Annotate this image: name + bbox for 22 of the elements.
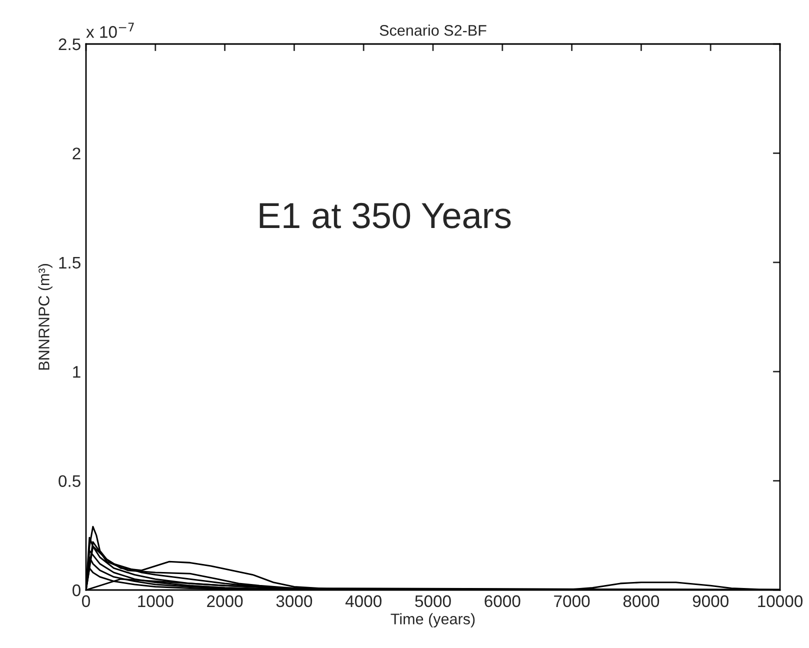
y-tick-label: 2 xyxy=(72,148,80,160)
x-axis-title: Time (years) xyxy=(390,613,475,628)
chart-title: Scenario S2-BF xyxy=(380,24,486,36)
annotation: E1 at 350 Years xyxy=(260,202,511,228)
x-tick-label: 8000 xyxy=(623,595,660,608)
x-tick-label: 3000 xyxy=(276,595,312,608)
x-tick-label: 6000 xyxy=(484,595,520,608)
y-tick-label: 1.5 xyxy=(59,256,80,269)
x-tick-label: 5000 xyxy=(415,595,451,608)
x-tick-label: 0 xyxy=(82,595,90,608)
y-tick-label: 2.5 xyxy=(58,38,80,50)
y-axis-title: BNNRNPC (m³) xyxy=(38,264,52,370)
x-tick-label: 4000 xyxy=(345,595,382,608)
x-tick-label: 2000 xyxy=(207,595,243,608)
x-tick-label: 1000 xyxy=(138,595,174,608)
y-tick-label: 0.5 xyxy=(58,475,80,488)
x-tick-label: 9000 xyxy=(692,595,728,608)
x-tick-label: 7000 xyxy=(554,595,590,608)
text: x 10$^{−7}$ xyxy=(86,22,134,38)
y-tick-label: 0 xyxy=(72,584,80,596)
x-tick-label: 10000 xyxy=(758,595,803,608)
y-tick-label: 1 xyxy=(73,366,80,378)
